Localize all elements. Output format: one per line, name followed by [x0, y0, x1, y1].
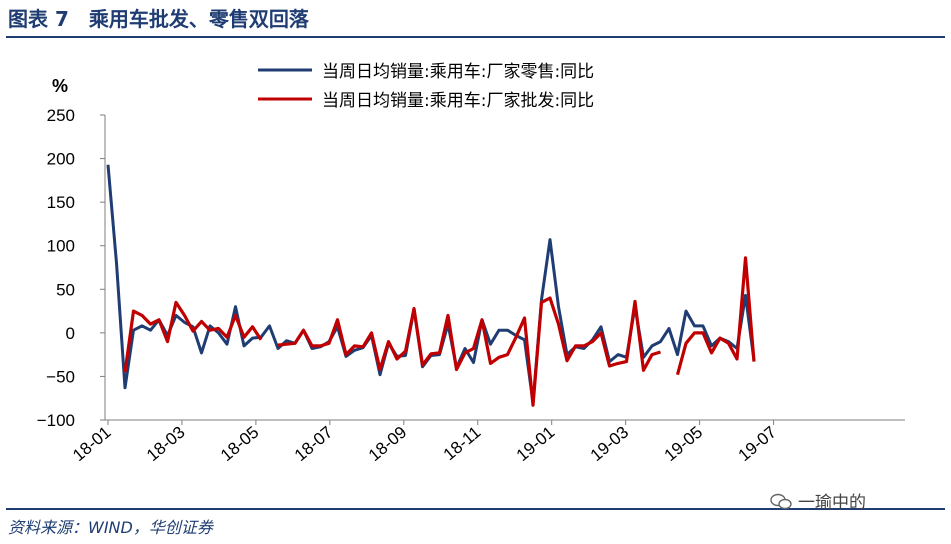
source-divider	[6, 508, 945, 510]
x-tick-label: 18-07	[291, 423, 337, 466]
x-tick-label: 18-03	[143, 423, 189, 466]
watermark-text: 一瑜中的	[798, 493, 866, 513]
legend-label-1: 当周日均销量:乘用车:厂家零售:同比	[322, 62, 594, 82]
series-line-2	[675, 256, 756, 376]
y-tick-label: 250	[47, 106, 75, 125]
x-axis-ticks: 18-01 18-03 18-05 18-07 18-09 18-11 19-01 19-03…	[69, 420, 780, 465]
legend-label-2: 当周日均销量:乘用车:厂家批发:同比	[322, 91, 594, 111]
series-line-2	[277, 296, 661, 407]
chart-title: 图表 7 乘用车批发、零售双回落	[8, 7, 309, 31]
x-tick-label: 19-03	[587, 423, 633, 466]
y-tick-label: 50	[56, 280, 75, 299]
source-note: 资料来源：WIND，华创证券	[8, 518, 213, 537]
series-lines	[106, 164, 756, 407]
x-tick-label: 18-01	[69, 423, 115, 466]
series-line-1	[106, 164, 756, 405]
watermark: 一瑜中的	[770, 488, 866, 513]
title-divider	[6, 36, 945, 38]
y-axis-ticks: 250 200 150 100 50 0 −50 −100	[37, 106, 105, 430]
y-tick-label: 100	[47, 237, 75, 256]
x-tick-label: 19-07	[735, 423, 781, 466]
y-tick-label: 150	[47, 193, 75, 212]
y-tick-label: 200	[47, 150, 75, 169]
x-tick-label: 18-05	[217, 423, 263, 466]
x-tick-label: 18-11	[440, 423, 485, 465]
wechat-icon	[770, 493, 792, 510]
y-axis-label: %	[52, 76, 68, 96]
chart-axes	[104, 115, 905, 421]
y-tick-label: −100	[37, 411, 75, 430]
y-tick-label: 0	[66, 324, 75, 343]
x-tick-label: 19-01	[513, 423, 559, 466]
x-tick-label: 18-09	[365, 423, 411, 466]
x-tick-label: 19-05	[661, 423, 707, 466]
series-line-2	[123, 300, 263, 373]
y-tick-label: −50	[46, 367, 75, 386]
